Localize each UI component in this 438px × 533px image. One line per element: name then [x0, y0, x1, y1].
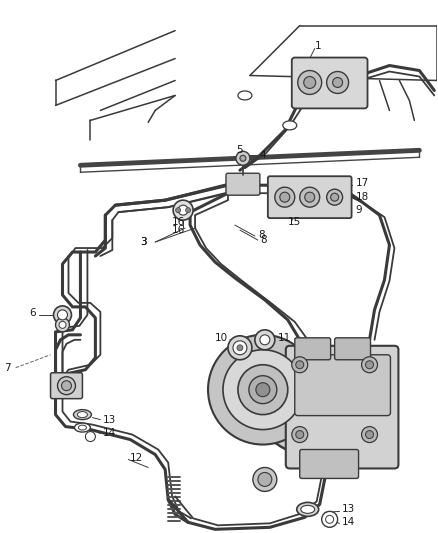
- Text: 3: 3: [140, 237, 147, 247]
- Text: 8: 8: [258, 230, 265, 240]
- Circle shape: [223, 350, 303, 430]
- Circle shape: [361, 426, 378, 442]
- Text: 3: 3: [140, 237, 147, 247]
- Circle shape: [260, 335, 270, 345]
- Text: 8: 8: [260, 235, 266, 245]
- Circle shape: [292, 426, 308, 442]
- Text: 4: 4: [260, 150, 266, 160]
- Ellipse shape: [78, 411, 88, 417]
- Text: 6: 6: [29, 308, 35, 318]
- Circle shape: [292, 357, 308, 373]
- Circle shape: [332, 77, 343, 87]
- Text: 10: 10: [215, 333, 228, 343]
- Text: 12: 12: [130, 453, 144, 463]
- Circle shape: [56, 318, 70, 332]
- Text: 1: 1: [314, 41, 321, 51]
- Text: 14: 14: [342, 518, 355, 527]
- FancyBboxPatch shape: [268, 176, 352, 218]
- Circle shape: [275, 187, 295, 207]
- Ellipse shape: [283, 121, 297, 130]
- Circle shape: [57, 310, 67, 320]
- Circle shape: [305, 192, 314, 202]
- Ellipse shape: [74, 423, 90, 432]
- Circle shape: [236, 151, 250, 165]
- Circle shape: [366, 431, 374, 439]
- Text: 7: 7: [4, 363, 11, 373]
- Circle shape: [249, 376, 277, 403]
- FancyBboxPatch shape: [226, 173, 260, 195]
- Text: 14: 14: [102, 427, 116, 438]
- Text: 13: 13: [102, 415, 116, 425]
- Circle shape: [57, 377, 75, 394]
- Text: 16: 16: [172, 217, 185, 227]
- Circle shape: [233, 341, 247, 355]
- Circle shape: [280, 192, 290, 202]
- Ellipse shape: [297, 503, 319, 516]
- Circle shape: [186, 208, 191, 213]
- Circle shape: [176, 208, 180, 213]
- FancyBboxPatch shape: [295, 355, 390, 416]
- Circle shape: [298, 70, 321, 94]
- Circle shape: [361, 357, 378, 373]
- Text: 16: 16: [172, 225, 185, 235]
- Circle shape: [366, 361, 374, 369]
- Ellipse shape: [238, 91, 252, 100]
- Circle shape: [59, 321, 66, 328]
- Ellipse shape: [255, 352, 385, 457]
- Text: 11: 11: [278, 333, 291, 343]
- Circle shape: [240, 155, 246, 161]
- Text: 18: 18: [356, 192, 369, 202]
- Circle shape: [178, 205, 188, 215]
- Circle shape: [237, 345, 243, 351]
- Text: 13: 13: [342, 504, 355, 514]
- Circle shape: [53, 306, 71, 324]
- FancyBboxPatch shape: [286, 346, 399, 469]
- Ellipse shape: [78, 425, 86, 430]
- Circle shape: [331, 193, 339, 201]
- Ellipse shape: [74, 410, 92, 419]
- Circle shape: [208, 335, 318, 445]
- Text: 9: 9: [356, 205, 362, 215]
- FancyBboxPatch shape: [50, 373, 82, 399]
- FancyBboxPatch shape: [295, 338, 331, 360]
- Circle shape: [296, 361, 304, 369]
- Ellipse shape: [301, 505, 314, 513]
- Circle shape: [326, 515, 334, 523]
- FancyBboxPatch shape: [292, 58, 367, 108]
- Circle shape: [228, 336, 252, 360]
- Circle shape: [238, 365, 288, 415]
- Circle shape: [321, 511, 338, 527]
- Circle shape: [253, 467, 277, 491]
- Circle shape: [300, 187, 320, 207]
- Circle shape: [173, 200, 193, 220]
- Circle shape: [85, 432, 95, 441]
- Circle shape: [256, 383, 270, 397]
- Circle shape: [61, 381, 71, 391]
- Circle shape: [258, 472, 272, 487]
- Circle shape: [296, 431, 304, 439]
- Circle shape: [327, 71, 349, 93]
- FancyBboxPatch shape: [335, 338, 371, 360]
- FancyBboxPatch shape: [300, 449, 359, 479]
- Circle shape: [327, 189, 343, 205]
- Text: 5: 5: [237, 146, 243, 155]
- Text: 17: 17: [356, 178, 369, 188]
- Text: 15: 15: [288, 217, 301, 227]
- Circle shape: [255, 330, 275, 350]
- Circle shape: [304, 77, 316, 88]
